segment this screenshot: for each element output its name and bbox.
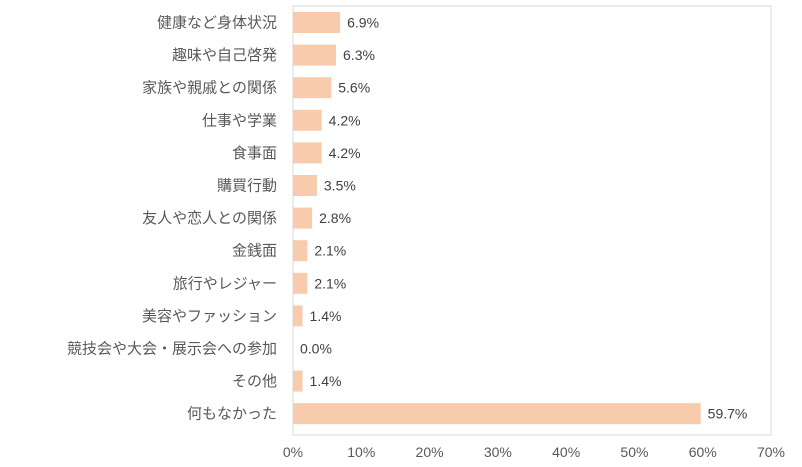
x-tick-label: 70% [757,444,785,460]
bar [293,370,303,392]
bar [293,44,337,66]
plot-frame [292,5,772,436]
bar [293,240,308,262]
bar [293,109,322,131]
value-label: 1.4% [310,373,342,389]
x-tick-label: 20% [416,444,444,460]
x-tick-label: 10% [347,444,375,460]
category-label: 健康など身体状況 [157,14,277,32]
x-tick-label: 60% [689,444,717,460]
category-labels-group: 健康など身体状況趣味や自己啓発家族や親戚との関係仕事や学業食事面購買行動友人や恋… [67,14,277,423]
category-label: 仕事や学業 [202,111,277,129]
value-label: 5.6% [338,80,370,96]
category-label: 家族や親戚との関係 [142,79,277,97]
x-tick-labels-group: 0% 10% 20% 30% 40% 50% 60% 70% [283,444,785,460]
value-labels-group: 6.9% 6.3% 5.6% 4.2% 4.2% 3.5% 2.8% 2.1% 2.1% 1.4%… [300,15,747,422]
value-label: 6.3% [343,47,375,63]
bar [293,305,303,327]
category-label: 食事面 [232,144,277,162]
value-label: 2.1% [314,275,346,291]
x-tick-label: 30% [484,444,512,460]
bar [293,77,332,99]
value-label: 1.4% [310,308,342,324]
value-label: 0.0% [300,341,332,357]
value-label: 2.1% [314,243,346,259]
value-label: 59.7% [708,406,748,422]
category-label: 金銭面 [232,242,277,260]
value-label: 6.9% [347,15,379,31]
value-label: 2.8% [319,210,351,226]
bar [293,12,341,33]
bar [293,403,701,425]
value-label: 4.2% [329,145,361,161]
category-label: 競技会や大会・展示会への参加 [67,340,277,358]
bar [293,207,313,229]
x-tick-label: 40% [552,444,580,460]
value-label: 3.5% [324,178,356,194]
category-label: 購買行動 [217,177,277,195]
category-label: 旅行やレジャー [173,274,277,292]
bar [293,272,308,294]
x-tick-label: 0% [283,444,303,460]
category-label: 友人や恋人との関係 [142,209,277,227]
bar [293,142,322,164]
x-tick-label: 50% [620,444,648,460]
category-label: その他 [232,372,277,390]
bar [293,175,317,196]
category-label: 美容やファッション [142,307,277,325]
bars-group [293,12,701,425]
value-label: 4.2% [329,112,361,128]
category-label: 趣味や自己啓発 [172,46,277,64]
category-label: 何もなかった [187,405,277,423]
